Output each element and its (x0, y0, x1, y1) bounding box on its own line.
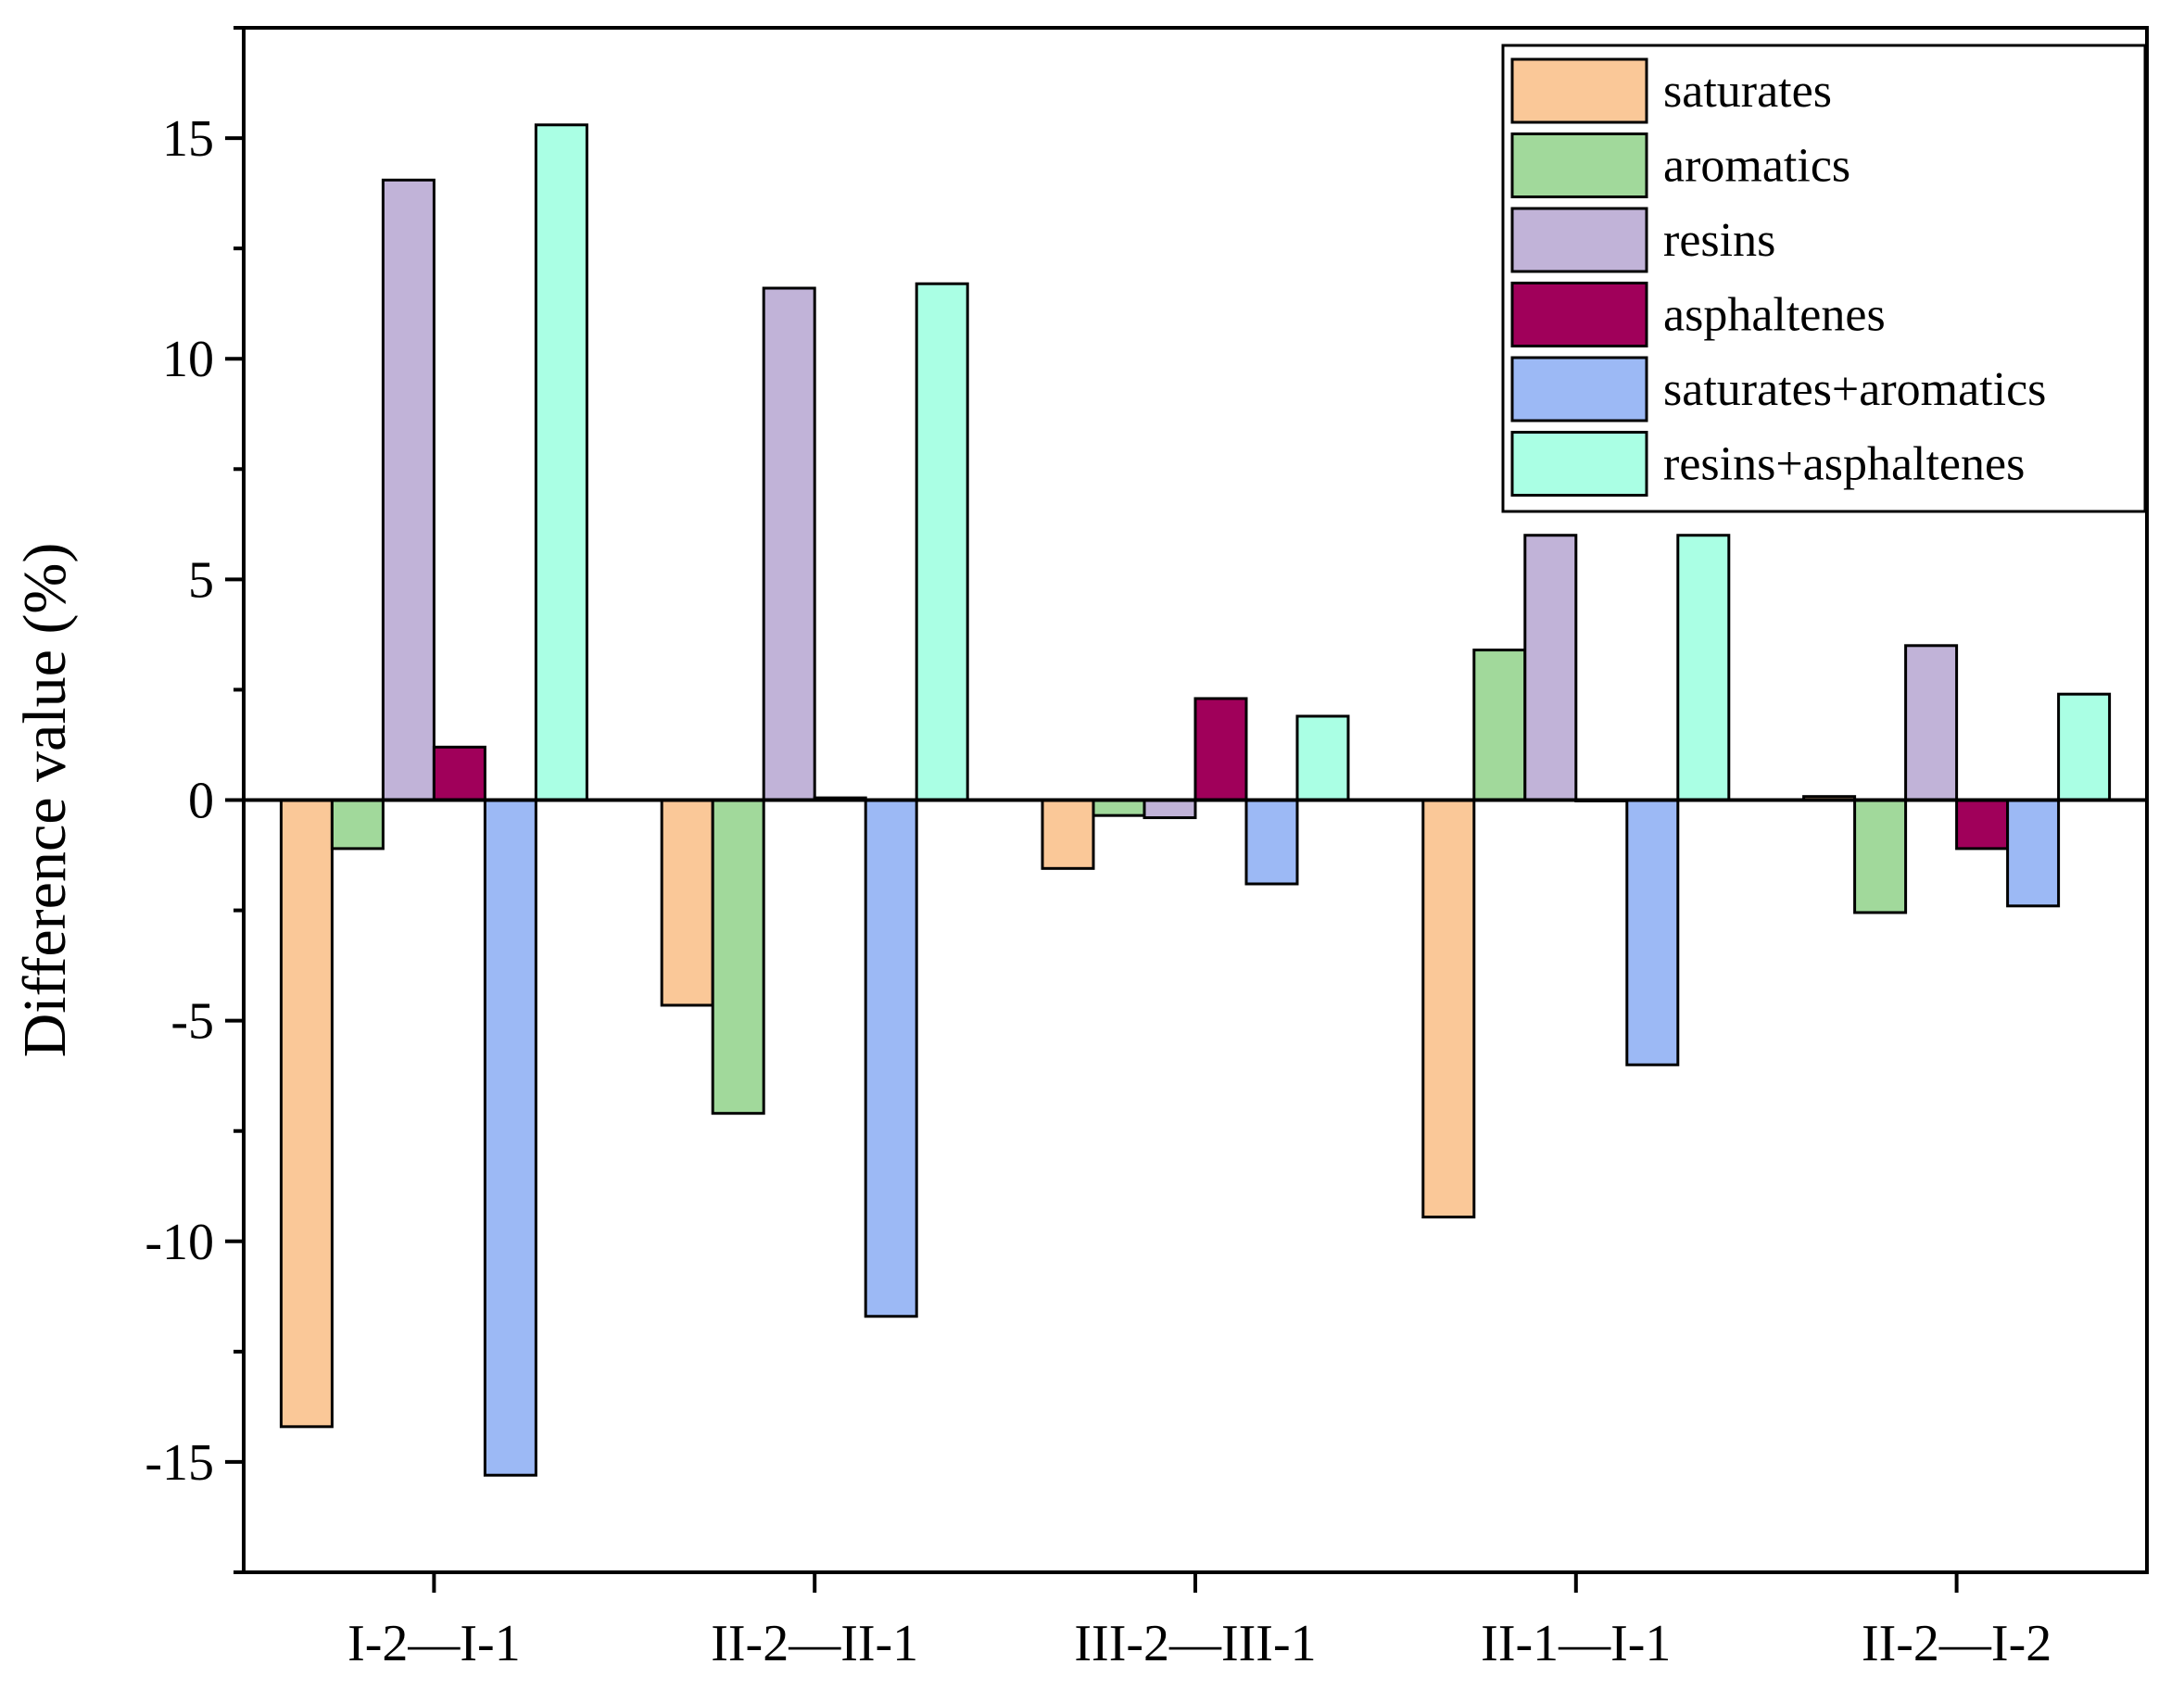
bar-aromatics-2 (1092, 799, 1146, 817)
y-tick-label: 5 (188, 551, 214, 609)
bar-resins-2 (1142, 799, 1197, 820)
bar-aromatics-1 (711, 799, 765, 1116)
bar-saturates-3 (1421, 799, 1476, 1219)
bar-asphaltenes-4 (1955, 799, 2010, 851)
legend-label: asphaltenes (1663, 289, 1886, 342)
bar-saturates-0 (279, 799, 334, 1429)
y-tick-label: -5 (170, 993, 214, 1051)
bar-saturates-2 (1041, 799, 1095, 870)
x-tick-label: I-2—I-1 (347, 1615, 521, 1672)
bar-resins-4 (1904, 644, 1959, 801)
x-tick-label: II-2—I-2 (1862, 1615, 2051, 1672)
x-tick-label: II-2—II-1 (711, 1615, 918, 1672)
legend-label: saturates (1663, 65, 1832, 118)
bar-aromatics-4 (1853, 799, 1908, 914)
x-tick-label: III-2—III-1 (1074, 1615, 1316, 1672)
legend: saturates aromatics resins asphaltenes satur… (1501, 44, 2147, 513)
bar-resins-plus-asphaltenes-4 (2057, 692, 2112, 801)
y-tick-label: -10 (145, 1214, 214, 1271)
legend-label: resins (1663, 214, 1775, 267)
bar-saturates-1 (660, 799, 714, 1007)
bar-resins-plus-asphaltenes-1 (915, 282, 969, 801)
axes-layer (225, 26, 2149, 1593)
legend-label: resins+asphaltenes (1663, 438, 2025, 491)
y-axis-title: Difference value (%) (11, 543, 79, 1058)
legend-swatch (1510, 57, 1648, 124)
bar-resins-0 (381, 178, 436, 802)
bar-aromatics-0 (330, 799, 385, 851)
bar-asphaltenes-0 (432, 745, 486, 801)
legend-swatch (1510, 207, 1648, 273)
x-tick-label: II-1—I-1 (1481, 1615, 1671, 1672)
y-tick-label: 10 (162, 331, 214, 388)
y-tick-label: 0 (188, 773, 214, 830)
bar-resins-plus-asphaltenes-2 (1295, 714, 1350, 802)
bar-resins-plus-asphaltenes-0 (534, 123, 588, 802)
bar-saturates-plus-aromatics-1 (864, 799, 918, 1318)
bar-resins-3 (1523, 534, 1578, 801)
legend-swatch (1510, 282, 1648, 347)
y-tick-label: -15 (145, 1434, 214, 1492)
legend-swatch (1510, 132, 1648, 198)
legend-label: aromatics (1663, 140, 1850, 193)
bar-saturates-plus-aromatics-3 (1625, 799, 1680, 1066)
bar-saturates-plus-aromatics-2 (1244, 799, 1299, 886)
legend-swatch (1510, 431, 1648, 497)
bar-resins-1 (762, 286, 816, 802)
bar-asphaltenes-2 (1193, 697, 1248, 801)
bar-saturates-plus-aromatics-0 (483, 799, 537, 1477)
bars-layer (279, 123, 2112, 1477)
labels-layer: -15 -10 -5 0 5 10 15 I-2—I-1 II-2—II-1 III-2—III-… (11, 110, 2051, 1672)
bar-aromatics-3 (1472, 649, 1527, 802)
y-tick-label: 15 (162, 110, 214, 168)
bar-resins-plus-asphaltenes-3 (1676, 534, 1731, 801)
legend-label: saturates+aromatics (1663, 363, 2046, 416)
bar-saturates-plus-aromatics-4 (2006, 799, 2061, 908)
legend-swatch (1510, 356, 1648, 422)
